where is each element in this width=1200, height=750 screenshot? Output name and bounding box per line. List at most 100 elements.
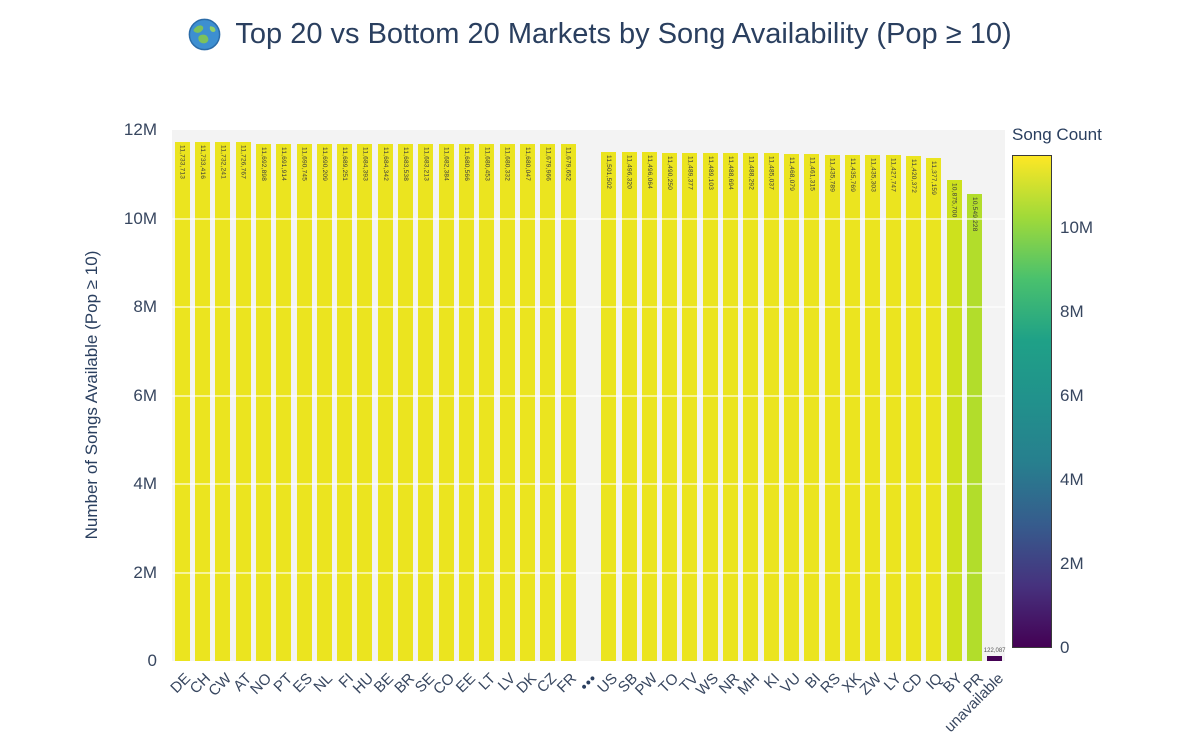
bar-slot: 11,732,241: [213, 130, 233, 661]
x-tick-label-EE: EE: [452, 670, 479, 697]
bar-value-label: 11,679,652: [564, 147, 572, 182]
bar-value-label: 11,733,713: [178, 144, 186, 179]
bar-value-label: 11,488,292: [747, 155, 755, 190]
bar-CW[interactable]: 11,732,241: [215, 141, 231, 661]
bar-slot: 11,683,213: [416, 130, 436, 661]
gridline: [172, 394, 1005, 397]
bar-CZ[interactable]: 11,679,966: [540, 144, 556, 661]
chart-header: Top 20 vs Bottom 20 Markets by Song Avai…: [0, 8, 1200, 60]
bar-slot: 11,684,342: [375, 130, 395, 661]
y-tick-label: 2M: [133, 562, 157, 582]
bar-value-label: 11,732,241: [219, 144, 227, 179]
bar-BY[interactable]: 10,875,700: [946, 179, 962, 661]
bar-slot: 11,489,103: [700, 130, 720, 661]
bar-value-label: 11,420,372: [909, 158, 917, 193]
bar-value-label: 11,496,064: [645, 155, 653, 190]
bar-slot: 122,087: [984, 130, 1006, 661]
plot-area: 11,733,713 11,733,416 11,732,241 11,726,767…: [172, 130, 1006, 661]
bar-slot: 11,490,250: [660, 130, 680, 661]
bar-slot: 11,684,393: [355, 130, 375, 661]
bar-unavailable[interactable]: 122,087: [984, 648, 1006, 661]
bar-PT[interactable]: 11,691,914: [276, 143, 292, 661]
bar-slot: 11,496,320: [619, 130, 639, 661]
bar-CD[interactable]: 11,420,372: [905, 155, 921, 661]
gridline: [172, 217, 1005, 220]
bar-VU[interactable]: 11,468,079: [784, 153, 800, 661]
bar-FR[interactable]: 11,679,652: [560, 144, 576, 661]
x-tick-label-ZW: ZW: [856, 670, 885, 699]
bar-value-label: 10,875,700: [950, 182, 958, 218]
bar-RS[interactable]: 11,435,789: [824, 154, 840, 661]
bar-value-label: 11,689,251: [341, 146, 349, 181]
y-tick-label: 8M: [133, 297, 157, 316]
bar-slot: 11,689,251: [335, 130, 355, 661]
bar-value-label: 11,427,747: [889, 158, 897, 193]
bar-TV[interactable]: 11,489,377: [682, 152, 698, 661]
bar-value-label: 11,461,315: [808, 156, 816, 191]
bar-BR[interactable]: 11,683,538: [398, 144, 414, 661]
bar-value-label: 11,683,213: [422, 147, 430, 182]
bar-slot: 11,680,047: [517, 130, 537, 661]
bar-ZW[interactable]: 11,435,303: [865, 155, 881, 661]
bar-value-label: 11,435,769: [848, 157, 856, 193]
x-tick-label-MH: MH: [734, 670, 764, 699]
bar-LV[interactable]: 11,680,332: [499, 144, 515, 661]
bar-NR[interactable]: 11,488,694: [723, 152, 739, 661]
bar-HU[interactable]: 11,684,393: [357, 143, 373, 661]
bar-CH[interactable]: 11,733,416: [194, 141, 210, 661]
y-tick-label: 6M: [133, 385, 157, 405]
bar-value-label: 11,488,694: [727, 155, 735, 190]
bar-slot: 11,435,769: [842, 130, 862, 661]
bar-KI[interactable]: 11,485,037: [763, 152, 779, 661]
bar-slot: 11,690,745: [294, 130, 314, 661]
bar-slot: 11,420,372: [903, 130, 923, 661]
bar-slot: 11,682,384: [436, 130, 456, 661]
bar-value-label: 11,679,966: [544, 147, 552, 182]
bar-value-label: 10,549,228: [970, 197, 978, 232]
y-tick-label: 4M: [133, 474, 157, 493]
bar-LY[interactable]: 11,427,747: [885, 155, 901, 661]
bar-slot: 11,733,713: [172, 130, 192, 661]
bar-PW[interactable]: 11,496,064: [641, 152, 657, 661]
bar-FI[interactable]: 11,689,251: [337, 143, 353, 661]
bar-IQ[interactable]: 11,377,159: [926, 157, 942, 661]
bar-NL[interactable]: 11,690,209: [316, 143, 332, 661]
bar-value-label: 11,435,303: [869, 158, 877, 193]
bar-EE[interactable]: 11,680,566: [459, 144, 475, 661]
bar-SB[interactable]: 11,496,320: [621, 152, 637, 661]
bar-DK[interactable]: 11,680,047: [519, 144, 535, 661]
bar-LT[interactable]: 11,680,453: [479, 144, 495, 661]
bar-value-label: 11,682,384: [442, 147, 450, 182]
bar-DE[interactable]: 11,733,713: [174, 141, 190, 661]
bar-TO[interactable]: 11,490,250: [662, 152, 678, 661]
bar-slot: 11,435,303: [863, 130, 883, 661]
bar-BE[interactable]: 11,684,342: [377, 143, 393, 661]
bar-PR[interactable]: 10,549,228: [966, 194, 982, 661]
bar-slot: 11,733,416: [192, 130, 212, 661]
bar-slot: 11,679,966: [538, 130, 558, 661]
bar-value-label: 11,485,037: [767, 155, 775, 190]
gridline: [172, 571, 1005, 574]
bar-XK[interactable]: 11,435,769: [844, 154, 860, 661]
bar-AT[interactable]: 11,726,767: [235, 142, 251, 661]
bar-SE[interactable]: 11,683,213: [418, 144, 434, 661]
bar-NO[interactable]: 11,692,898: [255, 143, 271, 661]
bar-US[interactable]: 11,501,502: [601, 152, 617, 661]
bar-value-label: 11,690,209: [320, 146, 328, 181]
bar-slot: 11,726,767: [233, 130, 253, 661]
colorbar-tick-label: 4M: [1060, 469, 1084, 489]
bar-MH[interactable]: 11,488,292: [743, 152, 759, 661]
bar-value-label: 11,501,502: [605, 155, 613, 190]
y-axis-ticks: 0 2M 4M 6M 8M 10M 12M: [0, 121, 163, 670]
bar-ES[interactable]: 11,690,745: [296, 143, 312, 661]
bar-value-label: 11,680,566: [463, 147, 471, 182]
bars-container: 11,733,713 11,733,416 11,732,241 11,726,767…: [172, 130, 1006, 661]
bar-BI[interactable]: 11,461,315: [804, 153, 820, 661]
colorbar-title: Song Count: [1012, 125, 1102, 144]
bar-CO[interactable]: 11,682,384: [438, 144, 454, 661]
bar-value-label: 11,726,767: [239, 145, 247, 180]
bar-value-label: 11,733,416: [198, 144, 206, 179]
bar-WS[interactable]: 11,489,103: [702, 152, 718, 661]
bar-value-label: 11,435,789: [828, 157, 836, 193]
